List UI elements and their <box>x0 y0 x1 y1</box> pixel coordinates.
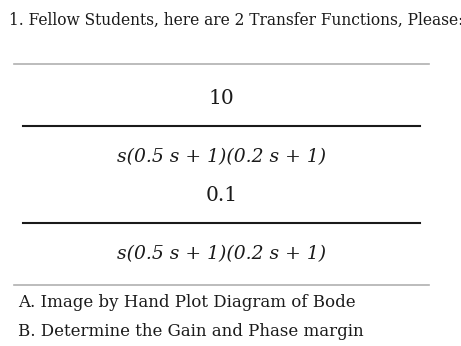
Text: 10: 10 <box>208 89 234 108</box>
Text: 0.1: 0.1 <box>205 186 237 205</box>
Text: 1. Fellow Students, here are 2 Transfer Functions, Please:: 1. Fellow Students, here are 2 Transfer … <box>9 12 461 29</box>
Text: A. Image by Hand Plot Diagram of Bode: A. Image by Hand Plot Diagram of Bode <box>18 294 356 311</box>
Text: B. Determine the Gain and Phase margin: B. Determine the Gain and Phase margin <box>18 323 364 340</box>
Text: s(0.5 s + 1)(0.2 s + 1): s(0.5 s + 1)(0.2 s + 1) <box>117 245 326 263</box>
Text: s(0.5 s + 1)(0.2 s + 1): s(0.5 s + 1)(0.2 s + 1) <box>117 148 326 166</box>
